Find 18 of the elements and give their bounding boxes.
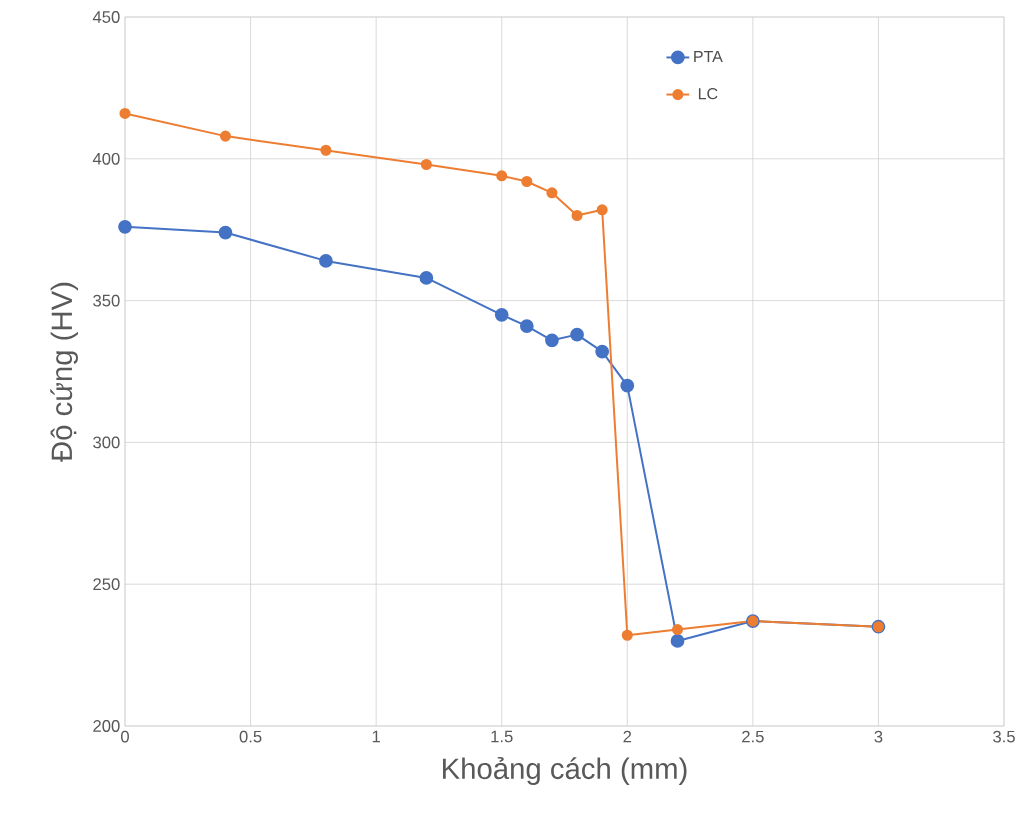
x-axis-title: Khoảng cách (mm)	[443, 757, 687, 785]
y-tick-label: 300	[93, 436, 120, 449]
x-tick-label: 3.5	[993, 730, 1015, 743]
y-tick-label: 450	[92, 11, 120, 23]
y-tick-label: 350	[93, 294, 120, 307]
x-tick-label: 1	[372, 730, 380, 743]
y-axis-title: Độ cứng (HV)	[50, 282, 78, 462]
legend-label: LC	[698, 87, 718, 100]
x-tick-label: 0	[121, 730, 129, 743]
y-tick-label: 400	[92, 152, 120, 165]
x-tick-label: 2.5	[742, 730, 764, 743]
y-tick-label: 200	[93, 720, 120, 732]
x-tick-label: 3	[874, 730, 883, 743]
legend-label: PTA	[694, 50, 723, 62]
x-tick-label: 0.5	[239, 730, 262, 743]
x-tick-label: 1.5	[491, 730, 513, 743]
y-tick-label: 250	[93, 578, 120, 591]
x-tick-label: 2	[623, 730, 632, 743]
